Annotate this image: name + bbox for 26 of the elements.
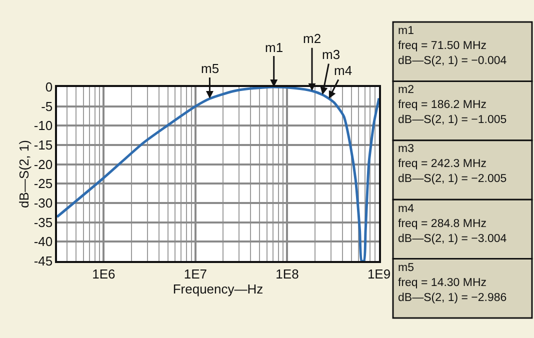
y-tick-label: -10 <box>34 118 53 134</box>
text: m3 freq = 242.3 MHz dB—S(2, 1) = −2.005 <box>398 143 507 185</box>
annotation: m4 <box>334 63 352 78</box>
y-tick-label: -45 <box>34 254 53 269</box>
y-tick-label: -25 <box>34 176 53 192</box>
annotation: m3 <box>322 47 340 62</box>
annotation: m5 <box>201 61 220 76</box>
x-axis-title: Frequency—Hz <box>172 281 264 296</box>
x-tick-label: 1E6 <box>92 266 116 282</box>
y-tick-label: -30 <box>34 196 53 211</box>
x-tick-label: 1E7 <box>184 266 208 282</box>
y-tick-label: -40 <box>34 234 53 250</box>
y-tick-label: -15 <box>34 138 53 153</box>
y-tick-label: 0 <box>45 80 53 95</box>
text: m2 freq = 186.2 MHz dB—S(2, 1) = −1.005 <box>398 84 507 126</box>
y-tick-label: -20 <box>34 156 53 172</box>
annotation: m1 <box>265 40 284 55</box>
text: m5 freq = 14.30 MHz dB—S(2, 1) = −2.986 <box>398 262 507 304</box>
y-tick-label: -5 <box>41 98 53 114</box>
x-tick-label: 1E8 <box>276 266 299 282</box>
x-tick-label: 1E9 <box>367 266 391 282</box>
y-tick-label: -35 <box>34 214 53 230</box>
text: m1 freq = 71.50 MHz dB—S(2, 1) = −0.004 <box>398 25 508 67</box>
text: m4 freq = 284.8 MHz dB—S(2, 1) = −3.004 <box>398 203 508 245</box>
y-axis-title: dB—S(2, 1) <box>16 140 32 208</box>
annotation: m2 <box>303 31 322 46</box>
